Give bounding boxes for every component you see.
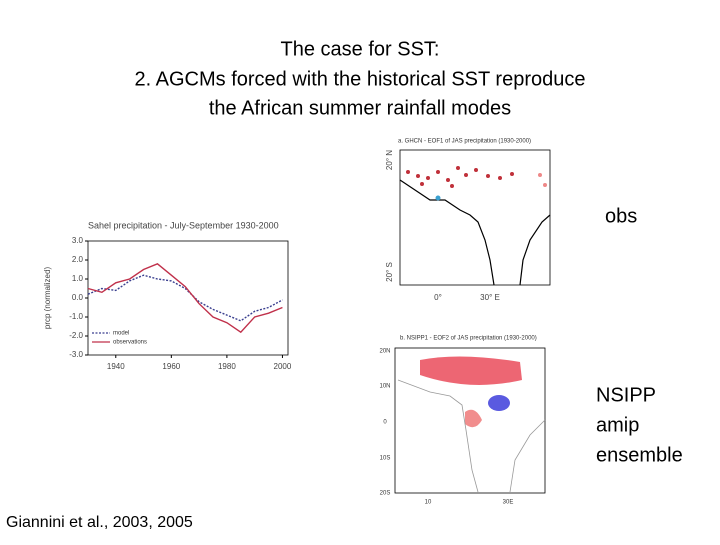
plot-frame <box>87 240 289 356</box>
y-tick-label: 2.0 <box>72 255 84 264</box>
chart-title: Sahel precipitation - July-September 193… <box>88 220 279 230</box>
nsipp-label: NSIPP <box>596 384 656 406</box>
title-line: The case for SST: <box>281 38 440 60</box>
obs-label: obs <box>605 205 637 227</box>
obs-map: a. GHCN - EOF1 of JAS precipitation (193… <box>385 139 551 302</box>
map-frame <box>399 149 551 286</box>
legend-label: observations <box>113 340 147 346</box>
y-tick-label: -2.0 <box>69 331 83 340</box>
y-tick-label: 1.0 <box>72 274 84 283</box>
title-line: 2. AGCMs forced with the historical SST … <box>135 68 586 90</box>
lat-label: 20N <box>379 349 390 355</box>
lat-label: 20° S <box>385 262 394 282</box>
x-tick-label: 1980 <box>218 362 236 371</box>
lon-label: 30E <box>503 500 514 506</box>
lon-label: 10 <box>425 500 432 506</box>
x-tick-label: 2000 <box>274 362 292 371</box>
positive-region <box>465 409 482 428</box>
x-tick-label: 1960 <box>162 362 180 371</box>
y-tick-label: 3.0 <box>72 236 84 245</box>
lat-label: 20° N <box>385 150 394 170</box>
series-line <box>87 274 283 322</box>
y-tick-label: -3.0 <box>69 350 83 359</box>
x-tick-label: 1940 <box>107 362 125 371</box>
y-tick-label: -1.0 <box>69 312 83 321</box>
negative-region <box>488 395 510 411</box>
lat-label: 20S <box>380 491 391 497</box>
map-title: a. GHCN - EOF1 of JAS precipitation (193… <box>398 139 531 145</box>
model-map: b. NSIPP1 - EOF2 of JAS precipitation (1… <box>379 336 546 506</box>
title-line: the African summer rainfall modes <box>209 97 511 119</box>
lat-label: 0 <box>383 420 387 426</box>
positive-region <box>420 356 522 385</box>
series-line <box>87 262 283 334</box>
nsipp-label: amip <box>596 414 639 436</box>
lon-label: 30° E <box>480 293 500 302</box>
citation: Giannini et al., 2003, 2005 <box>6 514 193 531</box>
lon-label: 0° <box>434 293 442 302</box>
nsipp-label: ensemble <box>596 444 683 466</box>
rain-dot-negative <box>435 195 441 201</box>
coastline <box>397 379 546 493</box>
lat-label: 10S <box>380 456 391 462</box>
y-tick-label: 0.0 <box>72 293 84 302</box>
y-axis-label: prcp (normalized) <box>43 267 52 330</box>
lat-label: 10N <box>379 384 390 390</box>
rain-dots <box>406 166 547 188</box>
map-title: b. NSIPP1 - EOF2 of JAS precipitation (1… <box>400 336 537 342</box>
legend-label: model <box>113 331 129 337</box>
coastline <box>399 179 551 286</box>
sahel-chart: Sahel precipitation - July-September 193… <box>43 220 292 371</box>
